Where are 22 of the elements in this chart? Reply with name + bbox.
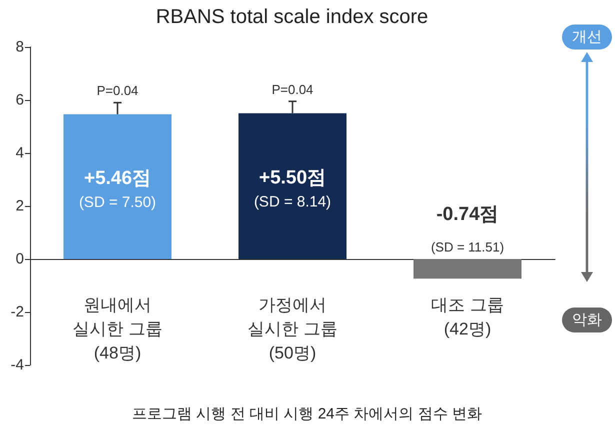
annotation: P=0.04 xyxy=(96,83,138,98)
y-tick-label: 0 xyxy=(16,250,24,268)
x-tick-label: 원내에서 실시한 그룹 (48명) xyxy=(72,296,162,362)
y-tick-label: -4 xyxy=(10,356,24,374)
y-tick-label: 4 xyxy=(16,144,24,162)
annotation: (SD = 8.14) xyxy=(254,194,332,211)
y-tick-label: 8 xyxy=(16,38,24,56)
annotation: (SD = 11.51) xyxy=(430,240,504,254)
text: 프로그램 시행 전 대비 시행 24주 차에서의 점수 변화 xyxy=(132,406,482,422)
x-tick-label: 가정에서 실시한 그룹 (50명) xyxy=(248,296,338,362)
data-label: +5.46점 xyxy=(84,168,152,190)
y-tick-label: -2 xyxy=(10,304,24,320)
chart-title: RBANS total scale index score xyxy=(156,6,428,28)
y-tick-label: 6 xyxy=(16,92,24,108)
x-tick-label: 대조 그룹 (42명) xyxy=(431,296,504,338)
text: 개선 xyxy=(572,28,602,46)
data-label: +5.50점 xyxy=(258,168,326,189)
annotation: (SD = 7.50) xyxy=(78,194,156,212)
data-label: -0.74점 xyxy=(436,204,499,225)
text: 악화 xyxy=(572,312,602,328)
y-tick-label: 2 xyxy=(16,198,24,214)
annotation: P=0.04 xyxy=(272,82,314,97)
